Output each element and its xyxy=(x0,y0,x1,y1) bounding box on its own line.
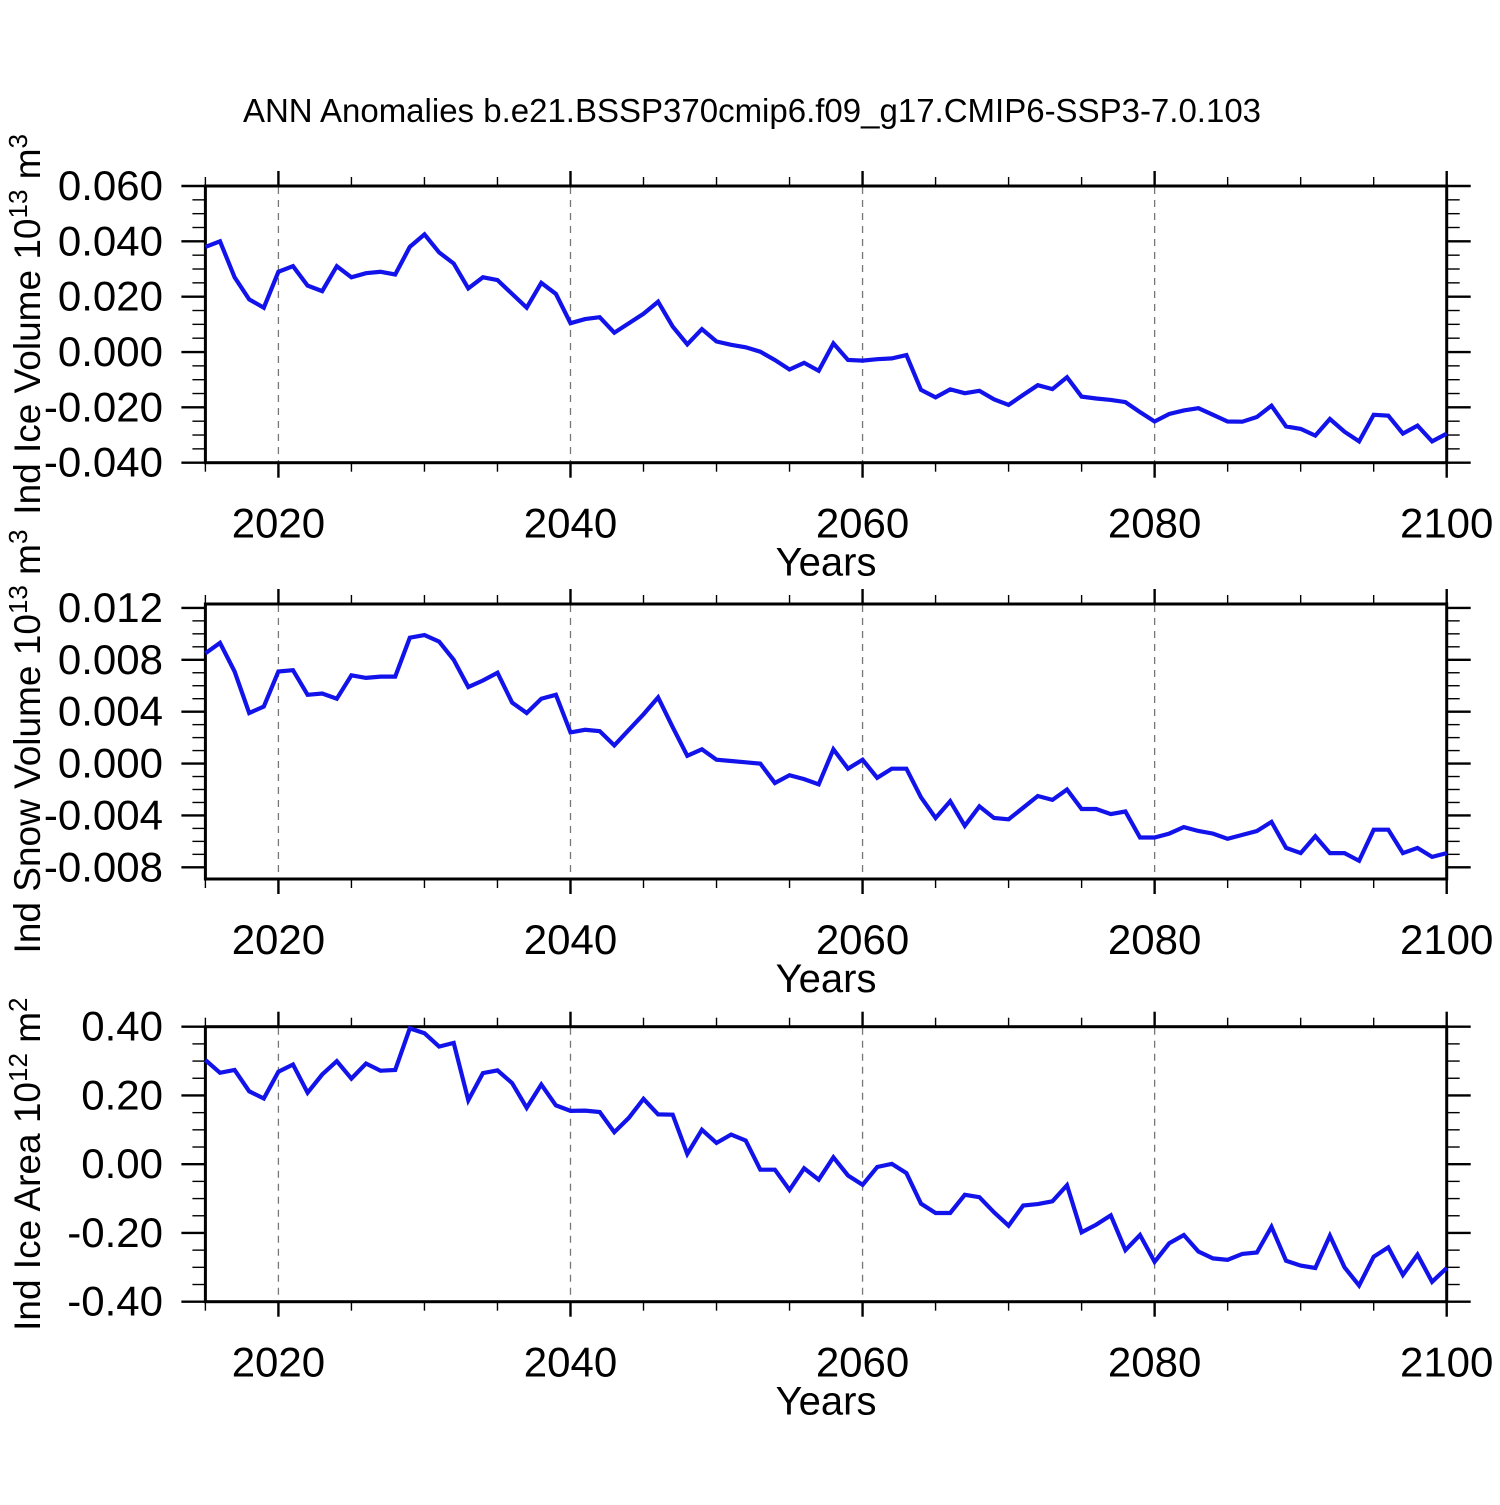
x-tick-label: 2100 xyxy=(1400,1339,1493,1386)
y-axis-title-superscript: 13 xyxy=(3,585,33,614)
y-axis-title: Ind Ice Volume 1013 m3 xyxy=(3,134,48,515)
y-tick-label: -0.004 xyxy=(44,791,163,838)
x-tick-label: 2060 xyxy=(816,500,909,547)
x-tick-label: 2040 xyxy=(524,1339,617,1386)
y-axis-title: Ind Snow Volume 1013 m3 xyxy=(3,530,48,954)
y-tick-label: 0.020 xyxy=(58,273,163,320)
y-axis-title-text: Ind Ice Area 10 xyxy=(7,1082,48,1331)
x-tick-label: 2020 xyxy=(232,500,325,547)
y-axis-title-superscript: 12 xyxy=(3,1053,33,1082)
y-tick-label: 0.040 xyxy=(58,217,163,264)
x-axis-title: Years xyxy=(776,541,877,585)
y-tick-label: 0.000 xyxy=(58,740,163,787)
x-tick-label: 2100 xyxy=(1400,916,1493,963)
x-tick-label: 2040 xyxy=(524,916,617,963)
x-tick-label: 2020 xyxy=(232,1339,325,1386)
data-line xyxy=(204,632,1448,864)
x-axis-title: Years xyxy=(776,1380,877,1424)
plot-1: 0.060 0.040 0.020 0.000 -0.020 -0.040 2020 2040… xyxy=(3,134,1493,585)
x-tick-label: 2080 xyxy=(1108,500,1201,547)
x-tick-label: 2040 xyxy=(524,500,617,547)
y-axis-title: Ind Ice Area 1012 m2 xyxy=(3,997,48,1330)
x-axis-title: Years xyxy=(776,957,877,1001)
plot-border xyxy=(203,184,1449,465)
x-tick-label: 2020 xyxy=(232,916,325,963)
y-tick-label: -0.20 xyxy=(67,1209,163,1256)
y-axis-title-text: m xyxy=(7,544,48,585)
y-tick-label: 0.060 xyxy=(58,162,163,209)
y-axis-title-superscript: 2 xyxy=(3,997,33,1011)
plots-container: 0.060 0.040 0.020 0.000 -0.020 -0.040 2020 2040… xyxy=(3,134,1493,1424)
x-tick-label: 2060 xyxy=(816,916,909,963)
figure-title: ANN Anomalies b.e21.BSSP370cmip6.f09_g17… xyxy=(243,92,1261,129)
y-tick-label: -0.008 xyxy=(44,843,163,890)
y-axis-title-text: m xyxy=(7,148,48,189)
y-axis-title-text: Ind Snow Volume 10 xyxy=(7,614,48,953)
y-tick-label: 0.40 xyxy=(81,1003,163,1050)
x-tick-label: 2060 xyxy=(816,1339,909,1386)
y-tick-label: 0.00 xyxy=(81,1140,163,1187)
data-line xyxy=(204,231,1448,445)
y-tick-label: 0.20 xyxy=(81,1071,163,1118)
y-tick-label: -0.40 xyxy=(67,1278,163,1325)
y-axis-title-text: m xyxy=(7,1012,48,1053)
y-axis-title-superscript: 13 xyxy=(3,190,33,219)
plot-border xyxy=(203,1025,1449,1304)
y-tick-label: 0.012 xyxy=(58,584,163,631)
x-tick-label: 2080 xyxy=(1108,916,1201,963)
y-tick-label: -0.020 xyxy=(44,383,163,430)
y-axis-title-superscript: 3 xyxy=(3,530,33,544)
y-tick-label: -0.040 xyxy=(44,439,163,486)
y-axis-title-text: Ind Ice Volume 10 xyxy=(7,218,48,514)
y-tick-label: 0.008 xyxy=(58,636,163,683)
y-axis-title-superscript: 3 xyxy=(3,134,33,148)
y-tick-label: 0.004 xyxy=(58,688,163,735)
x-tick-label: 2100 xyxy=(1400,500,1493,547)
data-line xyxy=(204,1025,1449,1290)
plot-border xyxy=(203,602,1449,881)
x-tick-label: 2080 xyxy=(1108,1339,1201,1386)
plot-2: 0.012 0.008 0.004 0.000-0.004 -0.008 2020 2040… xyxy=(3,530,1493,1001)
y-tick-label: 0.000 xyxy=(58,328,163,375)
